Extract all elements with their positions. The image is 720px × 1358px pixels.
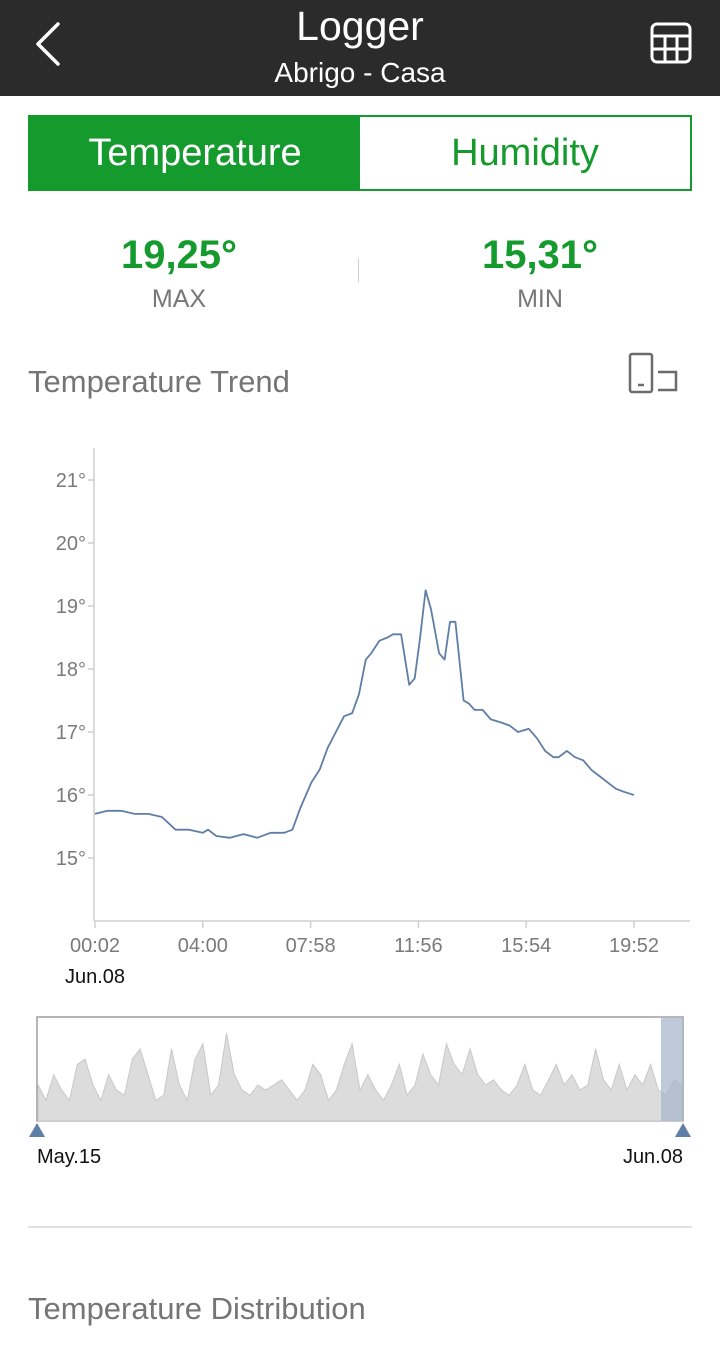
y-tick-label: 20° xyxy=(56,533,86,555)
chevron-left-icon xyxy=(36,22,60,66)
x-tick-label: 19:52 xyxy=(609,935,659,957)
range-navigator[interactable]: May.15 Jun.08 xyxy=(0,1010,720,1170)
stat-divider xyxy=(358,258,359,282)
navigator-start-handle[interactable] xyxy=(29,1123,45,1137)
max-value: 19,25° xyxy=(120,233,238,277)
y-tick-label: 15° xyxy=(56,848,86,870)
y-tick-label: 18° xyxy=(56,659,86,681)
min-stat: 15,31° MIN xyxy=(390,230,690,316)
y-tick-label: 17° xyxy=(56,722,86,744)
x-tick-label: 07:58 xyxy=(286,935,336,957)
y-tick-label: 16° xyxy=(56,785,86,807)
distribution-title: Temperature Distribution xyxy=(28,1291,366,1326)
navigator-start-label: May.15 xyxy=(37,1146,101,1168)
x-tick-label: 15:54 xyxy=(501,935,551,957)
x-tick-label: 04:00 xyxy=(178,935,228,957)
table-view-button[interactable] xyxy=(644,16,700,72)
max-label: MAX xyxy=(151,285,207,313)
temperature-trend-chart: 21° 20° 19° 18° 17° 16° 15° 00:02 04:00 07:58 11:… xyxy=(56,448,690,988)
date-label: Jun.08 xyxy=(65,966,125,988)
page-subtitle: Abrigo - Casa xyxy=(274,57,446,88)
tab-humidity[interactable]: Humidity xyxy=(360,117,690,189)
navigator-selection[interactable] xyxy=(661,1018,683,1121)
x-tick-label: 11:56 xyxy=(394,935,443,957)
temperature-series-line xyxy=(94,589,635,839)
tab-temperature[interactable]: Temperature xyxy=(30,117,360,189)
navigator-end-label: Jun.08 xyxy=(623,1146,683,1168)
section-divider xyxy=(28,1226,692,1228)
navigator-area xyxy=(37,1033,683,1122)
min-label: MIN xyxy=(517,285,563,313)
page-title: Logger xyxy=(296,3,424,49)
table-grid-icon xyxy=(650,22,692,64)
min-value: 15,31° xyxy=(481,233,599,277)
app-header: Logger Abrigo - Casa xyxy=(0,0,720,96)
back-button[interactable] xyxy=(22,18,78,74)
navigator-end-handle[interactable] xyxy=(675,1123,691,1137)
y-tick-label: 21° xyxy=(56,470,86,492)
max-stat: 19,25° MAX xyxy=(29,230,329,316)
rotate-screen-icon xyxy=(628,352,678,394)
trend-title: Temperature Trend xyxy=(28,364,290,399)
y-tick-label: 19° xyxy=(56,596,86,618)
rotate-screen-button[interactable] xyxy=(624,350,684,400)
metric-tabs: Temperature Humidity xyxy=(28,115,692,191)
x-tick-label: 00:02 xyxy=(70,935,120,957)
